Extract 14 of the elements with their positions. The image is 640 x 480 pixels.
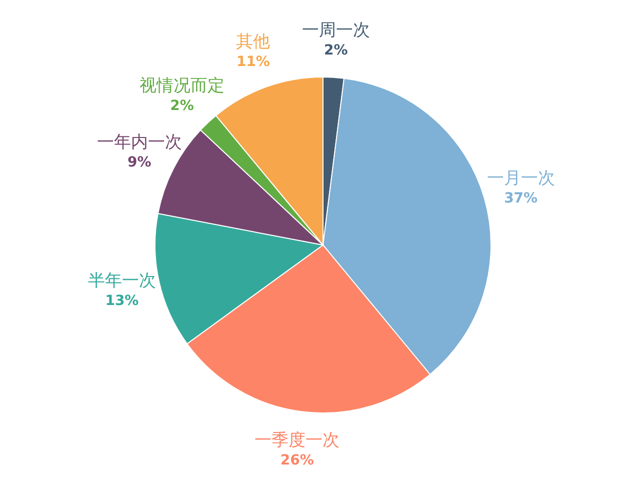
data-label: 13% xyxy=(105,292,139,309)
data-label: 9% xyxy=(128,154,152,170)
data-label: 2% xyxy=(324,42,348,58)
data-label: 2% xyxy=(170,98,194,114)
data-label: 37% xyxy=(504,190,538,207)
slice-label: 视情况而定 xyxy=(139,76,224,96)
data-label: 26% xyxy=(280,452,314,468)
slice-label: 半年一次 xyxy=(88,270,156,291)
data-label: 11% xyxy=(236,54,270,70)
slice-label: 一季度一次 xyxy=(254,430,340,450)
slice-label: 其他 xyxy=(236,32,270,52)
slice-label: 一年内一次 xyxy=(96,132,182,152)
slice-label: 一周一次 xyxy=(302,20,370,40)
slice-label: 一月一次 xyxy=(486,168,555,189)
